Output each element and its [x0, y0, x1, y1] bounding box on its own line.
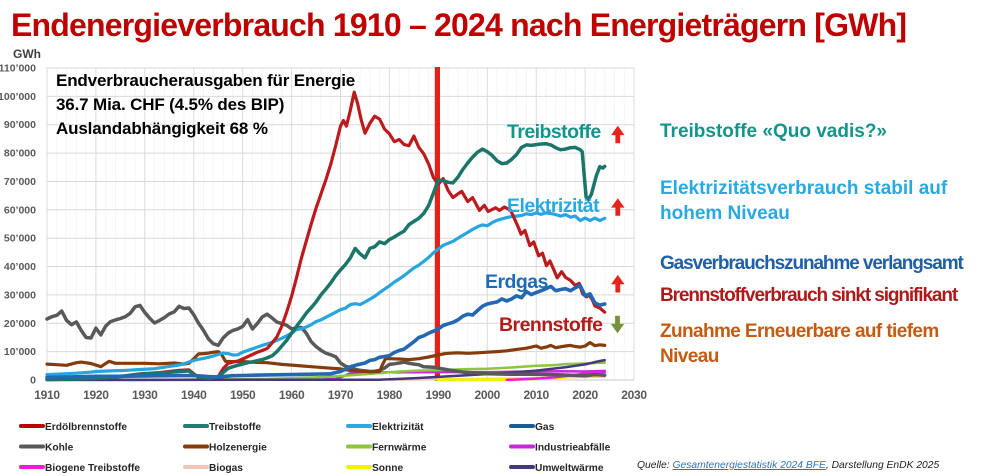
- svg-text:Gas: Gas: [535, 422, 555, 433]
- svg-text:1910: 1910: [34, 388, 60, 402]
- svg-text:30’000: 30’000: [4, 289, 36, 301]
- svg-text:Holzenergie: Holzenergie: [209, 442, 267, 453]
- svg-text:1930: 1930: [132, 388, 158, 402]
- svg-text:1920: 1920: [83, 388, 109, 402]
- svg-text:1990: 1990: [426, 388, 452, 402]
- svg-text:Biogas: Biogas: [209, 463, 243, 474]
- svg-text:2000: 2000: [475, 388, 501, 402]
- svg-text:1980: 1980: [377, 388, 403, 402]
- svg-text:80’000: 80’000: [4, 148, 36, 160]
- svg-text:1940: 1940: [181, 388, 207, 402]
- svg-text:Kohle: Kohle: [45, 442, 74, 453]
- svg-text:70’000: 70’000: [4, 176, 36, 188]
- svg-text:1970: 1970: [328, 388, 354, 402]
- svg-text:Fernwärme: Fernwärme: [372, 442, 427, 453]
- svg-text:100’000: 100’000: [0, 91, 36, 103]
- svg-text:90’000: 90’000: [4, 119, 36, 131]
- svg-text:20’000: 20’000: [4, 318, 36, 330]
- svg-text:Sonne: Sonne: [372, 463, 403, 474]
- svg-text:10’000: 10’000: [4, 346, 36, 358]
- svg-text:2010: 2010: [523, 388, 549, 402]
- svg-text:Elektrizität: Elektrizität: [372, 422, 424, 433]
- svg-text:60’000: 60’000: [4, 204, 36, 216]
- svg-text:Erdölbrennstoffe: Erdölbrennstoffe: [45, 422, 127, 433]
- svg-text:Umweltwärme: Umweltwärme: [535, 463, 604, 474]
- svg-text:Treibstoffe: Treibstoffe: [209, 422, 261, 433]
- svg-text:0: 0: [30, 375, 36, 387]
- svg-text:Industrieabfälle: Industrieabfälle: [535, 442, 611, 453]
- svg-text:2030: 2030: [621, 388, 647, 402]
- svg-text:Biogene Treibstoffe: Biogene Treibstoffe: [45, 463, 140, 474]
- svg-text:50’000: 50’000: [4, 233, 36, 245]
- svg-text:110’000: 110’000: [0, 63, 36, 75]
- svg-text:40’000: 40’000: [4, 261, 36, 273]
- svg-text:2020: 2020: [572, 388, 598, 402]
- svg-text:1950: 1950: [230, 388, 256, 402]
- svg-text:1960: 1960: [279, 388, 305, 402]
